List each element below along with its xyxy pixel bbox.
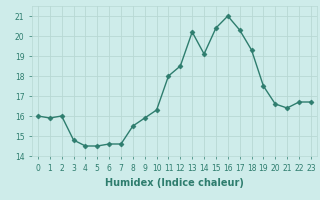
X-axis label: Humidex (Indice chaleur): Humidex (Indice chaleur) <box>105 178 244 188</box>
